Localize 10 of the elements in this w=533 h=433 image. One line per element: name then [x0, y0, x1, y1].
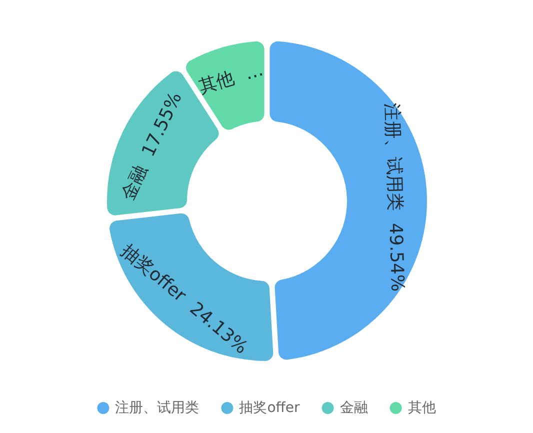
legend-label: 金融	[340, 400, 368, 416]
data-label: …	[242, 58, 266, 84]
legend-label: 其他	[408, 400, 436, 416]
slice-label: 其他	[196, 67, 237, 98]
legend-label: 抽奖offer	[239, 400, 300, 416]
slice-label: 金融	[116, 162, 152, 204]
slice-label: 抽奖offer	[117, 240, 191, 306]
slice-label: 注册、试用类	[382, 102, 406, 212]
legend-label: 注册、试用类	[115, 400, 200, 416]
data-label: 49.54%	[385, 222, 408, 292]
